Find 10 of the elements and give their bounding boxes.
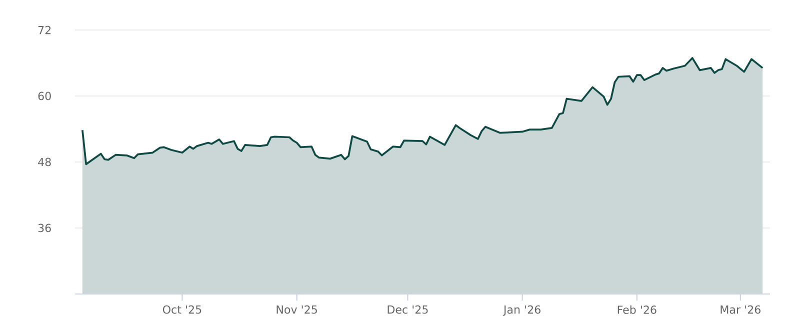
x-tick-label: Feb '26 bbox=[618, 305, 656, 314]
y-tick-label: 48 bbox=[38, 158, 51, 166]
x-tick-label: Dec '25 bbox=[388, 305, 428, 314]
x-tick-label: Nov '25 bbox=[276, 305, 317, 314]
y-tick-label: 36 bbox=[38, 224, 51, 232]
y-tick-label: 72 bbox=[38, 26, 51, 34]
y-tick-label: 60 bbox=[38, 92, 51, 100]
x-tick-label: Jan '26 bbox=[502, 305, 540, 316]
x-tick-label: Oct '25 bbox=[162, 305, 202, 314]
x-tick-label: Mar '26 bbox=[720, 305, 760, 314]
